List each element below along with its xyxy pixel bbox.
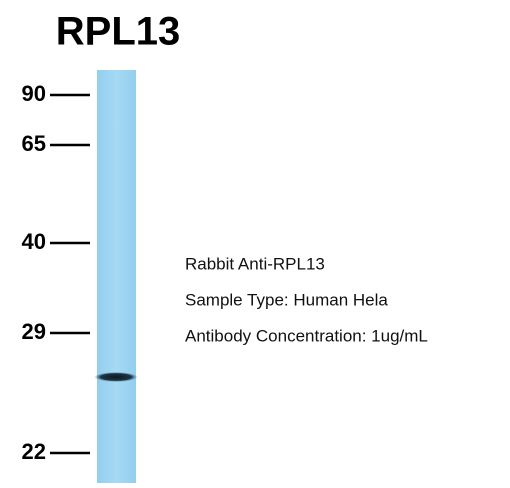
marker-label: 90 bbox=[22, 81, 46, 106]
blot-title: RPL13 bbox=[56, 10, 181, 54]
annotation: Sample Type: Human Hela bbox=[185, 290, 388, 309]
lane bbox=[97, 70, 136, 483]
band bbox=[94, 372, 138, 382]
marker-label: 29 bbox=[22, 319, 46, 344]
annotation: Antibody Concentration: 1ug/mL bbox=[185, 326, 428, 345]
marker-label: 22 bbox=[22, 439, 46, 464]
blot-figure: RPL13 90 65 40 29 22 Rabbit Anti-RPL13 Sample … bbox=[0, 0, 510, 483]
marker-label: 65 bbox=[22, 131, 46, 156]
marker-label: 40 bbox=[22, 229, 46, 254]
annotation: Rabbit Anti-RPL13 bbox=[185, 254, 325, 273]
page: {"title": "RPL13", "markers": ["90", "65… bbox=[0, 0, 510, 483]
